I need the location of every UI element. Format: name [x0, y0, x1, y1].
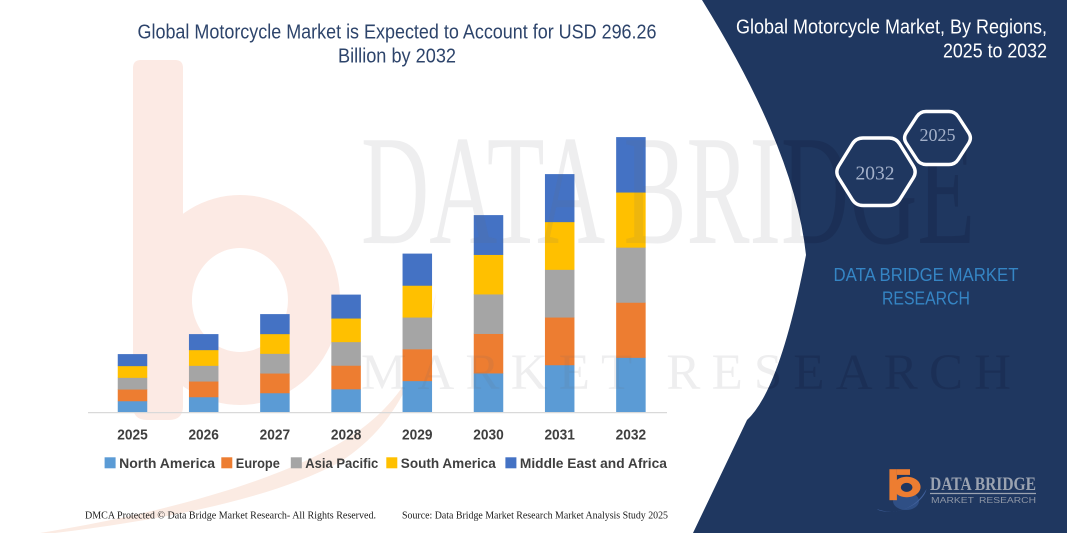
- svg-text:Asia Pacific: Asia Pacific: [305, 455, 378, 471]
- svg-text:Europe: Europe: [236, 455, 280, 471]
- svg-text:2032: 2032: [616, 428, 647, 444]
- svg-text:North America: North America: [119, 455, 215, 471]
- svg-text:Middle East and Africa: Middle East and Africa: [520, 455, 667, 471]
- svg-text:2031: 2031: [544, 428, 575, 444]
- svg-text:DMCA Protected © Data Bridge M: DMCA Protected © Data Bridge Market Rese…: [85, 511, 376, 522]
- svg-text:2028: 2028: [331, 428, 362, 444]
- svg-text:South America: South America: [401, 455, 496, 471]
- svg-text:DATA BRIDGE: DATA BRIDGE: [930, 474, 1036, 495]
- svg-text:2025: 2025: [117, 428, 148, 444]
- svg-text:MARKET: MARKET: [931, 496, 974, 505]
- svg-text:DATA BRIDGE MARKET: DATA BRIDGE MARKET: [834, 264, 1019, 285]
- svg-text:2025: 2025: [920, 125, 956, 145]
- svg-text:RESEARCH: RESEARCH: [979, 496, 1036, 505]
- svg-text:Global Motorcycle Market, By R: Global Motorcycle Market, By Regions,: [736, 17, 1047, 39]
- svg-text:2025 to 2032: 2025 to 2032: [943, 41, 1047, 63]
- svg-text:2030: 2030: [473, 428, 504, 444]
- svg-text:RESEARCH: RESEARCH: [882, 288, 970, 309]
- svg-text:2027: 2027: [260, 428, 291, 444]
- svg-text:Global Motorcycle Market is Ex: Global Motorcycle Market is Expected to …: [138, 22, 657, 44]
- svg-text:2029: 2029: [402, 428, 433, 444]
- svg-text:Billion by 2032: Billion by 2032: [338, 46, 456, 68]
- svg-text:2026: 2026: [188, 428, 219, 444]
- svg-text:Source: Data Bridge Market Res: Source: Data Bridge Market Research Mark…: [402, 511, 668, 522]
- svg-text:2032: 2032: [856, 164, 895, 185]
